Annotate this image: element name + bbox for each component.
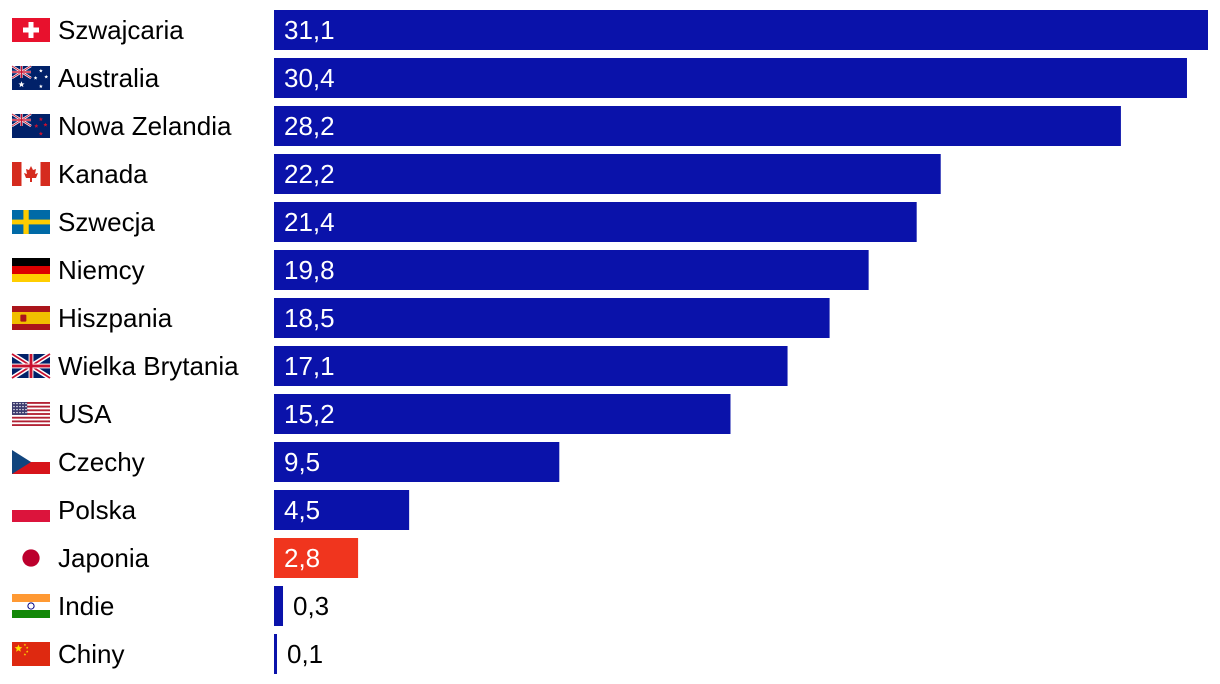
value-label-kanada: 22,2 [284,159,335,189]
category-label-szwajcaria: Szwajcaria [58,15,184,45]
bar-szwajcaria [274,10,1208,50]
category-label-hiszpania: Hiszpania [58,303,173,333]
value-label-polska: 4,5 [284,495,320,525]
category-label-niemcy: Niemcy [58,255,145,285]
bar-nowa-zelandia [274,106,1121,146]
czechia-flag-icon [12,450,50,474]
category-label-wielka-brytania: Wielka Brytania [58,351,239,381]
category-label-szwecja: Szwecja [58,207,155,237]
bar-wielka-brytania [274,346,788,386]
bar-indie [274,586,284,626]
switzerland-flag-icon [12,18,50,42]
poland-flag-icon [12,498,50,522]
value-label-usa: 15,2 [284,399,335,429]
category-label-australia: Australia [58,63,160,93]
value-label-wielka-brytania: 17,1 [284,351,335,381]
bar-hiszpania [274,298,830,338]
category-label-polska: Polska [58,495,137,525]
canada-flag-icon [12,162,50,186]
value-label-japonia: 2,8 [284,543,320,573]
category-label-indie: Indie [58,591,114,621]
bar-czechy [274,442,560,482]
value-label-nowa-zelandia: 28,2 [284,111,335,141]
category-label-chiny: Chiny [58,639,124,669]
value-label-niemcy: 19,8 [284,255,335,285]
bar-kanada [274,154,941,194]
value-label-szwecja: 21,4 [284,207,335,237]
sweden-flag-icon [12,210,50,234]
category-label-japonia: Japonia [58,543,150,573]
value-label-indie: 0,3 [293,591,329,621]
india-flag-icon [12,594,50,618]
bar-australia [274,58,1187,98]
category-label-nowa-zelandia: Nowa Zelandia [58,111,232,141]
value-label-czechy: 9,5 [284,447,320,477]
usa-flag-icon [12,402,50,426]
germany-flag-icon [12,258,50,282]
bar-polska [274,490,410,530]
value-label-szwajcaria: 31,1 [284,15,335,45]
bar-niemcy [274,250,869,290]
bar-japonia [274,538,359,578]
new-zealand-flag-icon [11,112,50,138]
category-label-usa: USA [58,399,112,429]
value-label-hiszpania: 18,5 [284,303,335,333]
category-label-czechy: Czechy [58,447,145,477]
bar-chiny [274,634,278,674]
australia-flag-icon [11,64,50,90]
uk-flag-icon [10,351,52,381]
bar-szwecja [274,202,917,242]
japan-flag-icon [12,546,50,570]
bar-usa [274,394,731,434]
value-label-australia: 30,4 [284,63,335,93]
category-label-kanada: Kanada [58,159,148,189]
value-label-chiny: 0,1 [287,639,323,669]
spain-flag-icon [12,306,50,330]
china-flag-icon [12,642,50,666]
